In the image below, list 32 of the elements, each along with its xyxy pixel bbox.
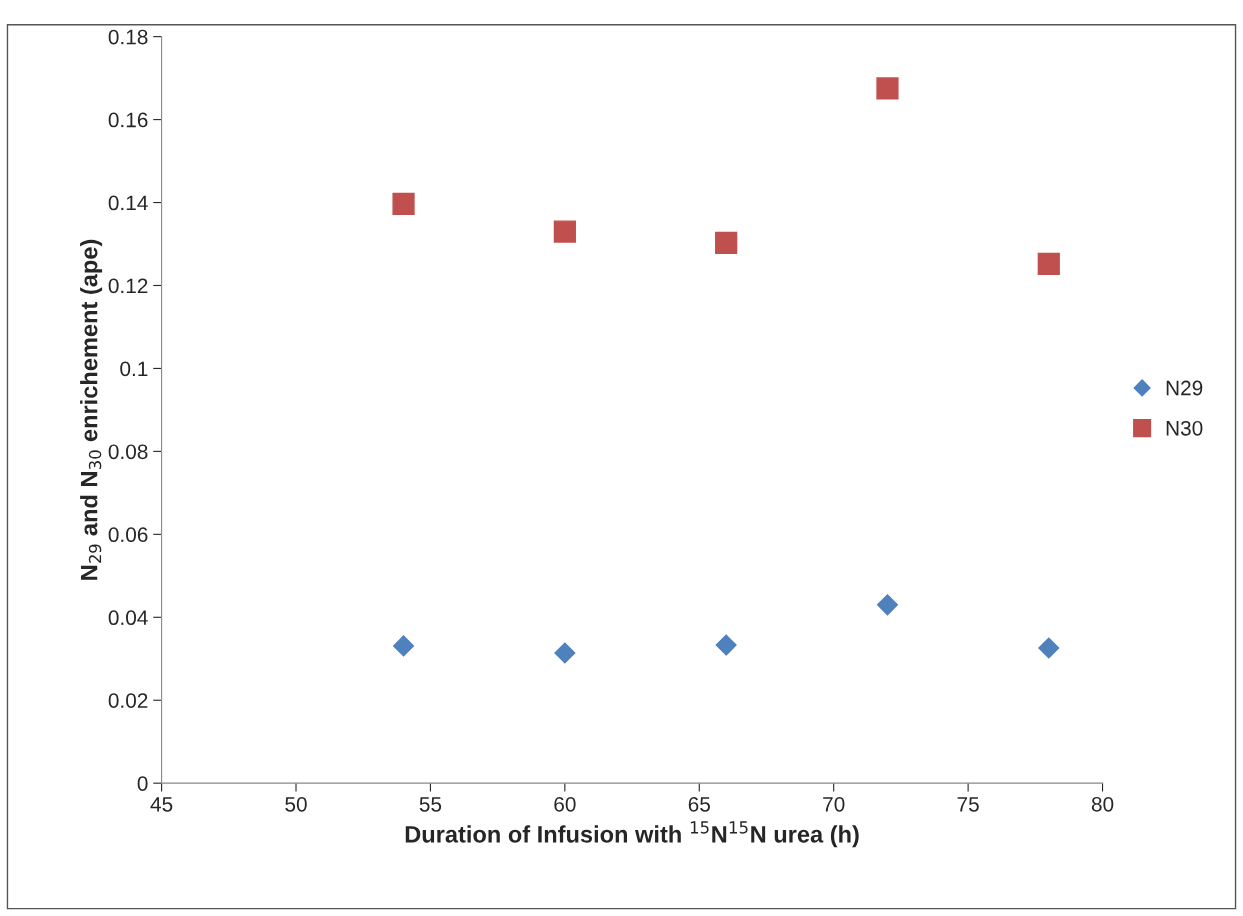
legend-label: N29 — [1166, 380, 1203, 396]
x-tick-label: 80 — [1091, 796, 1114, 812]
y-tick-label: 0.18 — [108, 29, 148, 45]
y-axis-title: N$_{29}$ and N$_{30}$ enrichement (ape) — [80, 239, 103, 580]
x-tick-label: 75 — [957, 797, 979, 812]
x-tick-label: 70 — [823, 796, 845, 812]
y-tick-label: 0.04 — [108, 610, 148, 626]
point — [392, 192, 415, 215]
y-tick-label: 0 — [137, 776, 148, 791]
point — [554, 642, 576, 664]
x-tick-label: 45 — [150, 797, 173, 812]
point — [1038, 637, 1060, 659]
x-tick-label: 55 — [419, 797, 442, 812]
x-tick-label: 50 — [285, 796, 307, 812]
y-tick-label: 0.14 — [108, 195, 148, 211]
x-tick-label: 60 — [554, 796, 576, 812]
x-axis-title: Duration of Infusion with $^{15}$N$^{15}$N urea (h) — [405, 821, 859, 848]
point — [876, 77, 899, 100]
y-tick-label: 0.06 — [108, 527, 148, 543]
y-tick-label: 0.1 — [120, 361, 148, 377]
point — [393, 635, 415, 657]
legend-label: N30 — [1166, 420, 1203, 436]
point — [715, 231, 738, 254]
point — [715, 634, 737, 656]
y-tick-label: 0.16 — [108, 112, 148, 128]
y-tick-label: 0.08 — [108, 444, 148, 460]
point — [1037, 252, 1060, 276]
y-tick-label: 0.02 — [108, 693, 148, 708]
point — [876, 594, 898, 616]
x-tick-label: 65 — [688, 796, 710, 812]
y-tick-label: 0.12 — [108, 278, 148, 294]
point — [553, 220, 576, 243]
